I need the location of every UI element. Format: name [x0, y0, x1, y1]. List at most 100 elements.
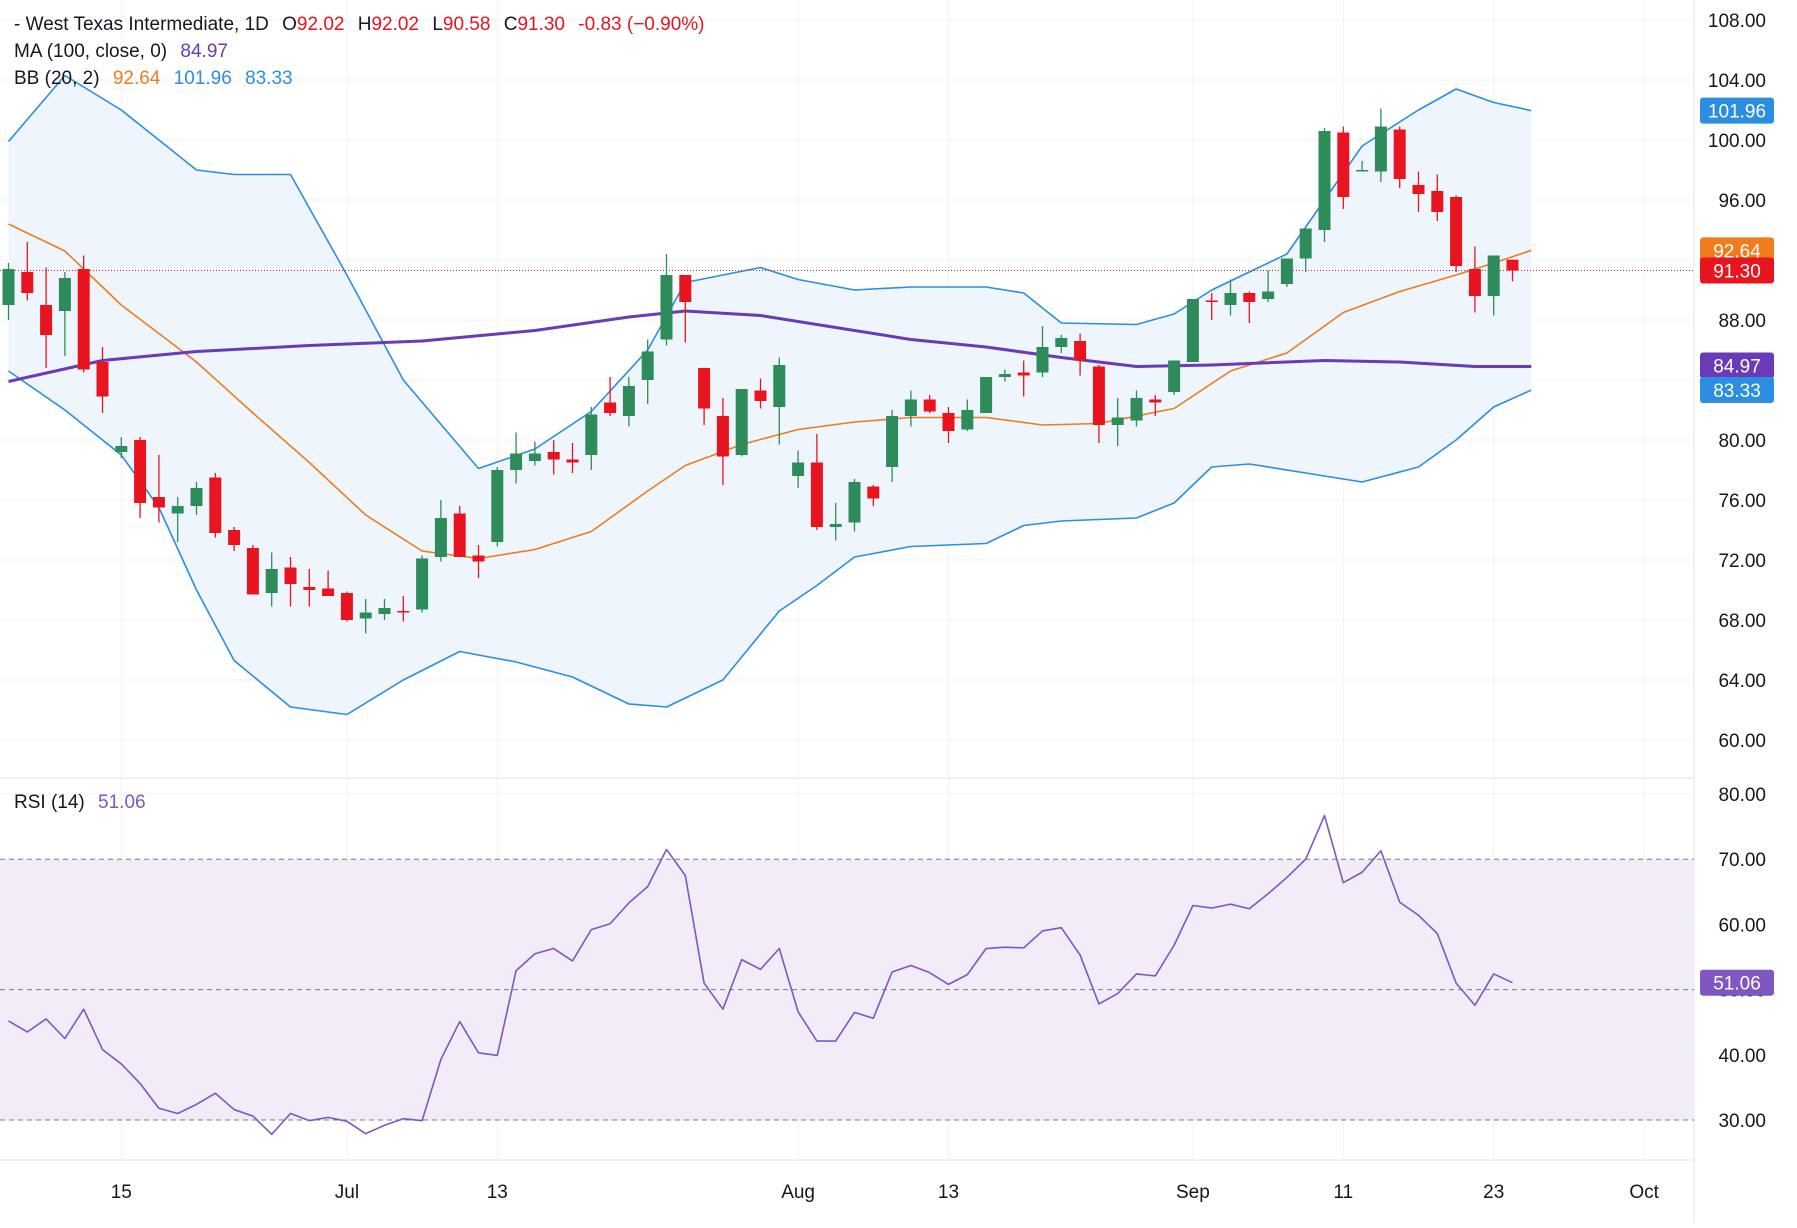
candle-body — [1262, 291, 1275, 299]
candle-body — [754, 390, 767, 401]
candle-body — [228, 530, 241, 545]
time-tick-label: 13 — [938, 1182, 959, 1203]
candle-body — [923, 399, 936, 412]
candle-body — [1280, 258, 1293, 284]
candle-body — [1393, 129, 1406, 179]
bb-legend-upper: 101.96 — [173, 68, 232, 89]
candle-body — [491, 470, 504, 542]
bb-lower-badge: 83.33 — [1713, 381, 1761, 402]
rsi-value-badge: 51.06 — [1713, 974, 1761, 995]
bb-legend-label: BB (20, 2) — [14, 68, 100, 89]
candle-body — [58, 278, 71, 311]
candle-body — [1487, 255, 1500, 296]
candle-body — [848, 482, 861, 523]
candle-body — [322, 588, 335, 596]
candle-body — [1036, 347, 1049, 373]
candle-body — [1205, 300, 1218, 302]
candle-body — [303, 587, 316, 590]
candle-body — [1074, 341, 1087, 361]
candle-body — [1130, 398, 1143, 421]
bb-upper-badge: 101.96 — [1708, 102, 1766, 123]
candle-body — [585, 414, 598, 455]
candle-body — [209, 477, 222, 533]
symbol-prefix: - — [14, 14, 21, 35]
price-tick-label: 76.00 — [1718, 491, 1766, 512]
price-tick-label: 104.00 — [1708, 71, 1766, 92]
candle-body — [359, 612, 372, 619]
candle-body — [246, 548, 259, 595]
candle-body — [566, 459, 579, 463]
candle-body — [1168, 360, 1181, 392]
candle-body — [792, 462, 805, 476]
candle-body — [660, 275, 673, 340]
time-tick-label: Sep — [1176, 1182, 1210, 1203]
candle-body — [1299, 228, 1312, 259]
time-tick-label: Oct — [1629, 1182, 1659, 1203]
candle-body — [698, 368, 711, 409]
price-tick-label: 96.00 — [1718, 191, 1766, 212]
rsi-tick-label: 60.00 — [1718, 915, 1766, 936]
candle-body — [510, 453, 523, 470]
candle-body — [453, 513, 466, 557]
close-label: C — [503, 14, 518, 35]
candle-body — [867, 486, 880, 499]
candle-body — [190, 488, 203, 506]
open-value: 92.02 — [296, 14, 345, 35]
candle-body — [998, 374, 1011, 377]
candle-body — [1374, 126, 1387, 172]
rsi-tick-label: 30.00 — [1718, 1111, 1766, 1132]
candle-body — [416, 558, 429, 610]
candle-body — [904, 399, 917, 416]
bb-legend-lower: 83.33 — [245, 68, 293, 89]
candle-body — [547, 452, 560, 460]
rsi-value-badge-bg — [1700, 969, 1774, 996]
candle-body — [1092, 366, 1105, 425]
candle-body — [716, 416, 729, 457]
bb-legend-basis: 92.64 — [112, 68, 161, 89]
time-tick-label: Jul — [335, 1182, 359, 1203]
candle-body — [1111, 417, 1124, 425]
candle-body — [1337, 132, 1350, 197]
low-value: 90.58 — [442, 14, 491, 35]
candle-body — [528, 453, 541, 461]
candle-body — [1186, 299, 1199, 362]
candle-body — [265, 569, 278, 593]
candle-body — [21, 272, 34, 293]
candle-body — [1017, 372, 1030, 376]
candle-body — [134, 440, 147, 503]
rsi-tick-label: 80.00 — [1718, 785, 1766, 806]
candle-body — [679, 275, 692, 302]
price-legend: - West Texas Intermediate, 1D O92.02 H92… — [14, 14, 705, 36]
candle-body — [40, 305, 53, 335]
candle-body — [96, 362, 109, 397]
open-label: O — [282, 14, 297, 35]
ma100-badge-bg — [1700, 352, 1774, 379]
candle-body — [622, 386, 635, 416]
time-tick-label: 23 — [1483, 1182, 1504, 1203]
rsi-tick-label: 70.00 — [1718, 850, 1766, 871]
candle-body — [115, 446, 128, 452]
ma-legend-value: 84.97 — [180, 41, 228, 62]
candle-body — [77, 269, 90, 370]
candle-body — [1243, 293, 1256, 302]
candle-body — [1412, 185, 1425, 194]
time-tick-label: 11 — [1333, 1182, 1353, 1203]
candle-body — [1431, 191, 1444, 212]
price-tick-label: 80.00 — [1718, 431, 1766, 452]
price-tick-label: 68.00 — [1718, 611, 1766, 632]
price-tick-label: 60.00 — [1718, 731, 1766, 752]
ma100-line — [8, 309, 1532, 383]
candle-body — [2, 269, 15, 305]
price-tick-label: 108.00 — [1708, 11, 1766, 32]
candle-body — [942, 413, 955, 431]
change-value: -0.83 (−0.90%) — [578, 14, 705, 35]
candle-body — [641, 351, 654, 380]
candle-body — [886, 416, 899, 467]
candle-body — [1450, 197, 1463, 266]
candle-body — [1318, 131, 1331, 230]
candle-body — [171, 506, 184, 514]
rsi-legend-value: 51.06 — [98, 792, 146, 813]
high-value: 92.02 — [371, 14, 420, 35]
candle-body — [378, 608, 391, 614]
